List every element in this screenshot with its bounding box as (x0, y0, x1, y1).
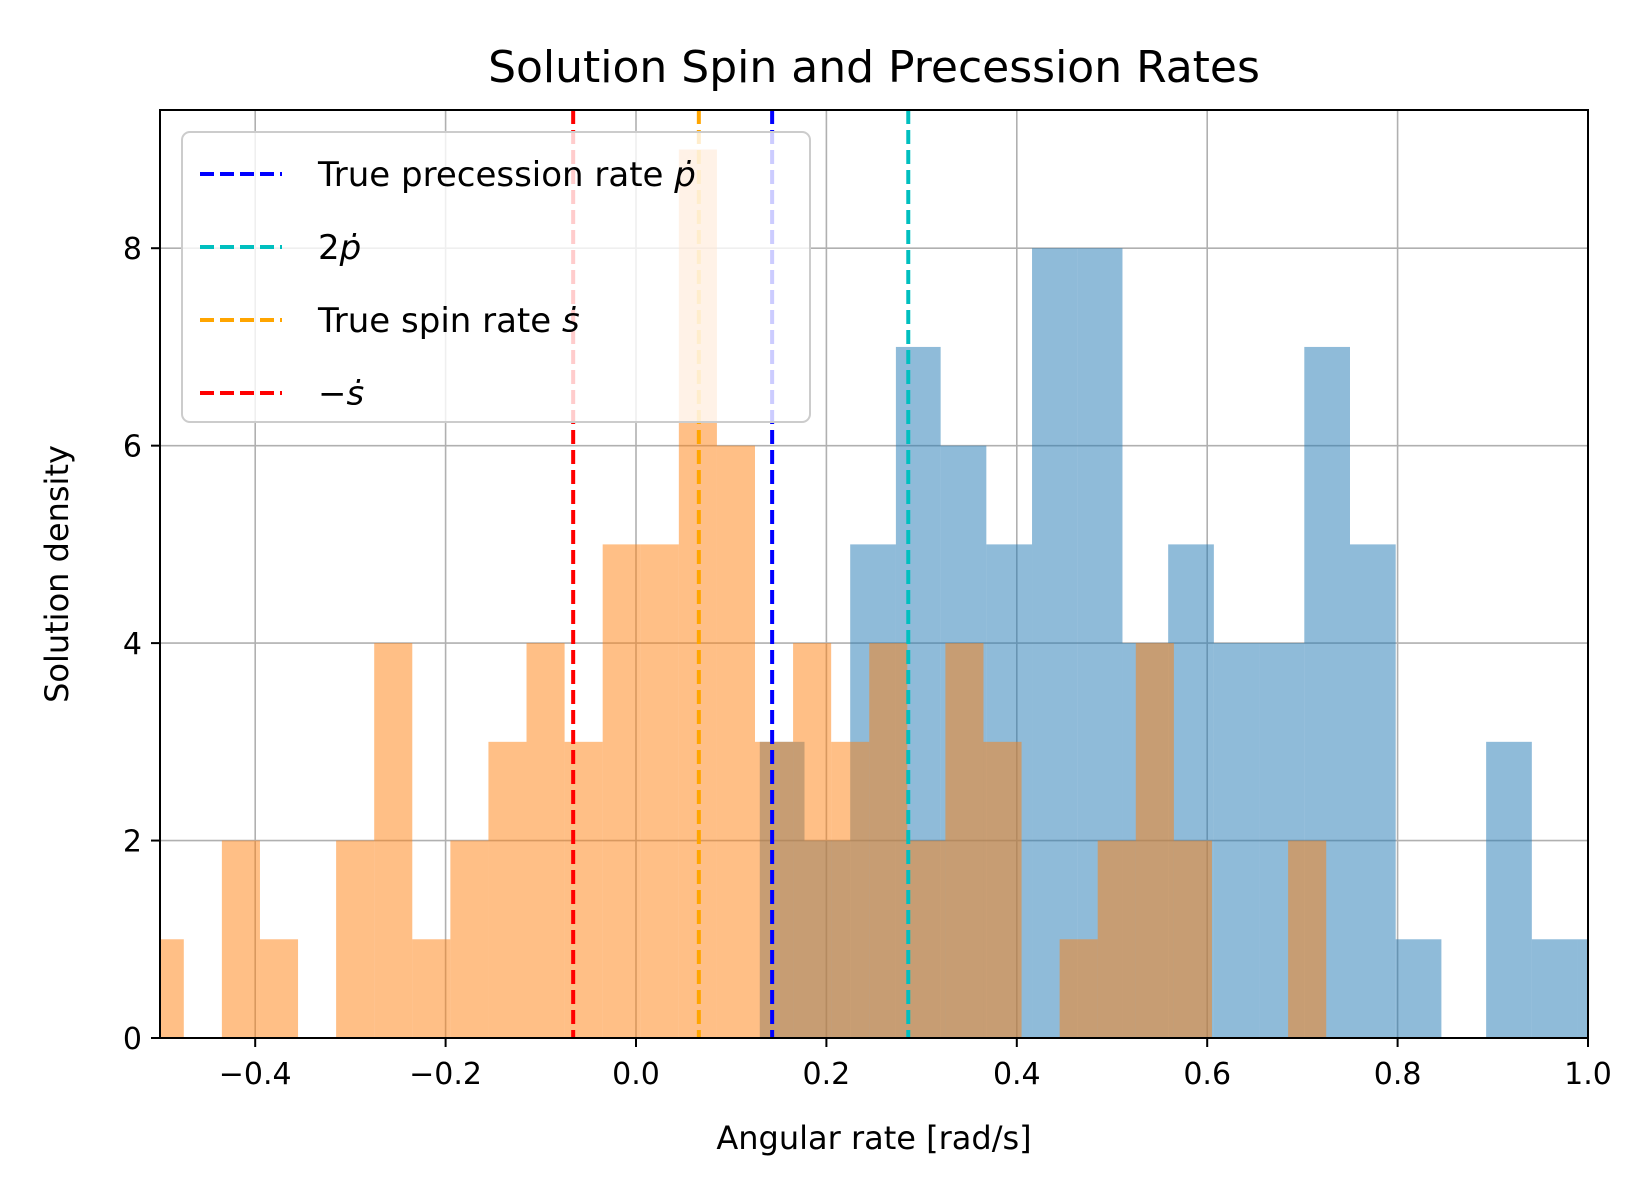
histogram-bar-series-2 (1288, 840, 1327, 1038)
legend-box (181, 131, 811, 423)
y-tick-label: 4 (123, 627, 142, 662)
histogram-bar-series-1 (1395, 939, 1442, 1038)
legend-entry-label: True precession rate ṗ (317, 155, 696, 195)
histogram-bar-series-2 (412, 939, 451, 1038)
plot-frame (159, 109, 1589, 1039)
histogram-bar-series-1 (1032, 248, 1078, 1038)
histogram-bar-series-2 (259, 939, 299, 1038)
histogram-bar-series-1 (1213, 643, 1260, 1038)
chart-title: Solution Spin and Precession Rates (488, 42, 1260, 93)
histogram-bar-series-2 (793, 643, 832, 1038)
legend-entry-label: 2ṗ (318, 228, 361, 268)
x-tick-label: 0.4 (993, 1057, 1041, 1092)
histogram-bar-series-1 (1350, 544, 1396, 1038)
y-tick-label: 8 (123, 232, 142, 267)
y-axis-ticks: 0 2 4 6 8 (123, 232, 160, 1057)
histogram-bar-series-2 (221, 840, 260, 1038)
histogram-bar-series-2 (160, 939, 184, 1038)
histogram-bar-series-2 (983, 741, 1022, 1038)
histogram-bar-series-2 (336, 840, 375, 1038)
y-tick-label: 2 (123, 825, 142, 860)
x-tick-label: 0.0 (612, 1057, 660, 1092)
histogram-bar-series-2 (564, 741, 603, 1038)
x-axis-ticks: −0.4 −0.2 0.0 0.2 0.4 0.6 0.8 1.0 (219, 1038, 1612, 1092)
x-tick-label: −0.4 (219, 1057, 292, 1092)
histogram-bar-series-2 (716, 445, 755, 1039)
y-tick-label: 6 (123, 430, 142, 465)
x-tick-label: 0.2 (803, 1057, 851, 1092)
histogram-bar-series-2 (1135, 643, 1174, 1038)
histogram-bar-series-2 (602, 544, 641, 1038)
x-axis-label: Angular rate [rad/s] (716, 1119, 1031, 1157)
histogram-bar-series-2 (831, 741, 870, 1038)
histogram-bar-series-1 (1486, 741, 1532, 1038)
histogram-bar-series-2 (1173, 840, 1212, 1038)
x-tick-label: −0.2 (409, 1057, 482, 1092)
histogram-bar-series-2 (907, 840, 946, 1038)
legend: True precession rate ṗ 2ṗ True spin rate… (181, 131, 811, 423)
histogram-bar-series-2 (869, 643, 908, 1038)
histogram-bar-series-2 (450, 840, 489, 1038)
histogram-bar-series-2 (526, 643, 565, 1038)
legend-entry-label: −ṡ (318, 374, 364, 414)
y-axis-label: Solution density (38, 445, 76, 703)
x-tick-label: 0.8 (1374, 1057, 1422, 1092)
y-tick-label: 0 (123, 1022, 142, 1057)
histogram-bar-series-1 (1531, 939, 1578, 1038)
x-tick-label: 0.6 (1183, 1057, 1231, 1092)
legend-entry-label: True spin rate ṡ (317, 301, 580, 341)
histogram-bar-series-2 (1059, 939, 1098, 1038)
histogram-bar-series-2 (640, 544, 679, 1038)
histogram-bar-series-1 (1577, 939, 1588, 1038)
reference-lines (571, 110, 911, 1038)
histogram-bar-series-2 (1097, 840, 1136, 1038)
histogram-bar-series-2 (945, 643, 984, 1038)
histogram-bar-series-2 (374, 643, 413, 1038)
x-tick-label: 1.0 (1564, 1057, 1612, 1092)
histogram-bar-series-2 (488, 741, 527, 1038)
